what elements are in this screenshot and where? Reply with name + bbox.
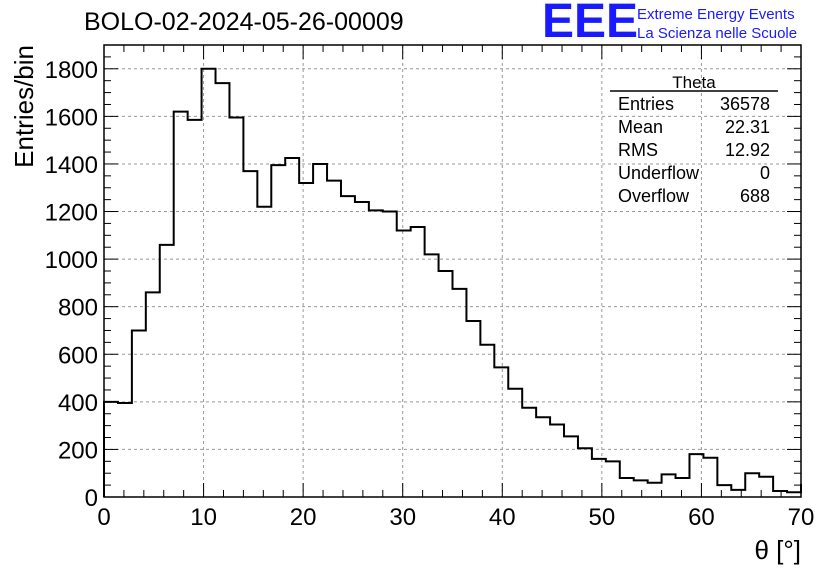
run-title: BOLO-02-2024-05-26-00009 [84, 8, 404, 36]
logo-line-2: La Scienza nelle Scuole [637, 25, 798, 42]
y-tick-label: 600 [58, 342, 98, 369]
x-tick-label: 0 [97, 504, 110, 531]
y-tick-label: 1200 [45, 200, 98, 227]
y-tick-label: 1800 [45, 57, 98, 84]
tick-labels: 0 10 20 30 40 50 60 70 0 200 400 600 800 1000 1200 1400… [45, 57, 815, 531]
stats-title: Theta [672, 73, 716, 92]
x-tick-label: 30 [389, 504, 416, 531]
stats-row-value: 0 [760, 163, 770, 183]
stats-row-label: Entries [618, 94, 674, 114]
x-tick-label: 60 [688, 504, 715, 531]
stats-row-label: Mean [618, 117, 663, 137]
eee-logo-letters: EEE [542, 0, 639, 48]
stats-row-label: RMS [618, 140, 658, 160]
y-axis-label: Entries/bin [9, 45, 39, 168]
y-tick-label: 400 [58, 390, 98, 417]
y-tick-label: 200 [58, 437, 98, 464]
x-tick-label: 40 [489, 504, 516, 531]
stats-row-value: 36578 [720, 94, 770, 114]
x-tick-label: 10 [190, 504, 217, 531]
eee-logo: EEE Extreme Energy Events La Scienza nel… [542, 0, 832, 48]
stats-row-value: 688 [740, 186, 770, 206]
stats-row-value: 12.92 [725, 140, 770, 160]
stats-box: Theta Entries 36578 Mean 22.31 RMS 12.92 Underf… [610, 73, 778, 206]
axis-ticks [103, 44, 802, 498]
y-tick-label: 800 [58, 295, 98, 322]
x-tick-label: 20 [290, 504, 317, 531]
logo-line-1: Extreme Energy Events [637, 6, 795, 23]
y-tick-label: 1000 [45, 247, 98, 274]
stats-row-value: 22.31 [725, 117, 770, 137]
y-tick-label: 1400 [45, 152, 98, 179]
grid-lines [104, 45, 801, 497]
y-tick-label: 0 [85, 485, 98, 512]
x-tick-label: 50 [589, 504, 616, 531]
stats-row-label: Overflow [618, 186, 690, 206]
x-axis-label: θ [°] [754, 535, 801, 565]
stats-row-label: Underflow [618, 163, 700, 183]
x-tick-label: 70 [788, 504, 815, 531]
y-tick-label: 1600 [45, 104, 98, 131]
histogram-step-line [103, 67, 802, 497]
